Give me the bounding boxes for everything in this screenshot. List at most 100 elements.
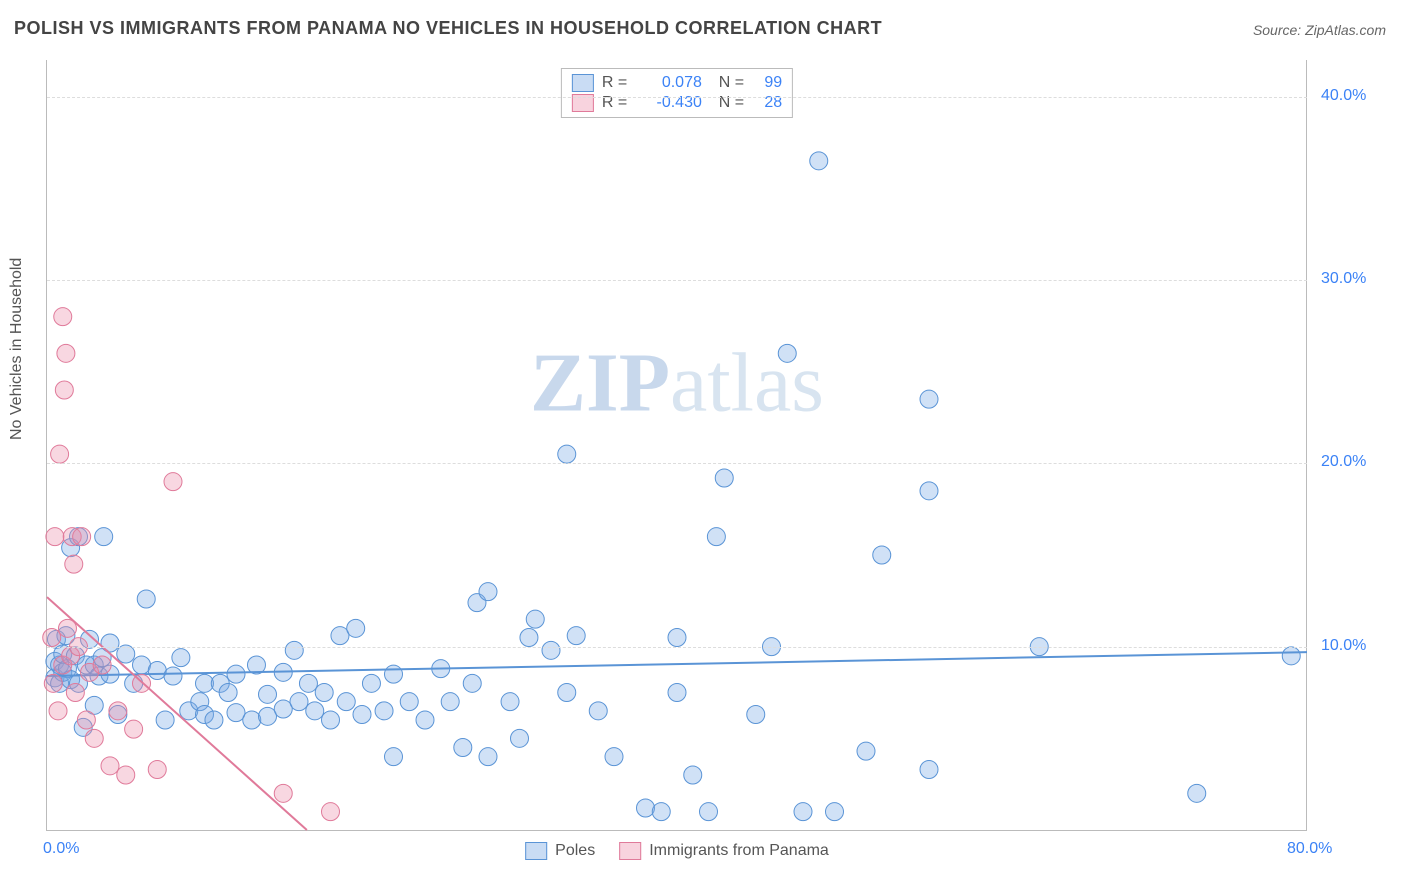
data-point [73,528,91,546]
data-point [400,693,418,711]
data-point [479,583,497,601]
data-point [137,590,155,608]
x-tick-label: 0.0% [43,840,79,858]
data-point [331,627,349,645]
data-point [605,748,623,766]
data-point [794,803,812,821]
data-point [668,684,686,702]
data-point [684,766,702,784]
scatter-svg [47,60,1307,830]
grid-line [47,647,1307,648]
chart-title: POLISH VS IMMIGRANTS FROM PANAMA NO VEHI… [14,18,882,39]
data-point [707,528,725,546]
data-point [219,684,237,702]
data-point [95,528,113,546]
grid-line [47,463,1307,464]
data-point [347,619,365,637]
data-point [1188,784,1206,802]
data-point [385,748,403,766]
data-point [172,649,190,667]
data-point [700,803,718,821]
data-point [125,720,143,738]
data-point [920,761,938,779]
data-point [810,152,828,170]
data-point [85,729,103,747]
data-point [637,799,655,817]
data-point [164,473,182,491]
data-point [479,748,497,766]
data-point [46,528,64,546]
data-point [117,645,135,663]
plot-area: ZIPatlas R = 0.078 N = 99 R = -0.430 N =… [46,60,1307,831]
data-point [259,685,277,703]
data-point [826,803,844,821]
data-point [520,629,538,647]
data-point [542,641,560,659]
data-point [857,742,875,760]
data-point [101,757,119,775]
panama-swatch-icon [619,842,641,860]
data-point [93,656,111,674]
data-point [43,629,61,647]
data-point [375,702,393,720]
data-point [227,704,245,722]
data-point [715,469,733,487]
data-point [44,674,62,692]
data-point [778,344,796,362]
data-point [589,702,607,720]
data-point [416,711,434,729]
x-tick-label: 80.0% [1287,840,1332,858]
data-point [227,665,245,683]
data-point [55,381,73,399]
data-point [353,706,371,724]
data-point [274,700,292,718]
poles-swatch-icon [525,842,547,860]
data-point [117,766,135,784]
data-point [51,445,69,463]
legend-item-panama: Immigrants from Panama [619,842,829,860]
data-point [1282,647,1300,665]
source-attribution: Source: ZipAtlas.com [1253,22,1386,38]
data-point [385,665,403,683]
data-point [315,684,333,702]
data-point [65,555,83,573]
grid-line [47,280,1307,281]
y-tick-label: 10.0% [1321,637,1401,655]
grid-line [47,97,1307,98]
y-tick-label: 20.0% [1321,453,1401,471]
data-point [290,693,308,711]
data-point [511,729,529,747]
data-point [558,445,576,463]
y-tick-label: 30.0% [1321,270,1401,288]
data-point [77,711,95,729]
data-point [164,667,182,685]
data-point [362,674,380,692]
data-point [109,702,127,720]
data-point [873,546,891,564]
data-point [49,702,67,720]
data-point [205,711,223,729]
data-point [558,684,576,702]
data-point [668,629,686,647]
data-point [274,784,292,802]
data-point [337,693,355,711]
data-point [747,706,765,724]
data-point [259,707,277,725]
data-point [463,674,481,692]
data-point [66,684,84,702]
y-tick-label: 40.0% [1321,87,1401,105]
data-point [501,693,519,711]
data-point [567,627,585,645]
data-point [322,803,340,821]
data-point [54,308,72,326]
data-point [306,702,324,720]
data-point [652,803,670,821]
y-axis-label: No Vehicles in Household [8,258,26,440]
data-point [920,390,938,408]
data-point [299,674,317,692]
data-point [526,610,544,628]
data-point [57,344,75,362]
data-point [322,711,340,729]
data-point [441,693,459,711]
data-point [156,711,174,729]
